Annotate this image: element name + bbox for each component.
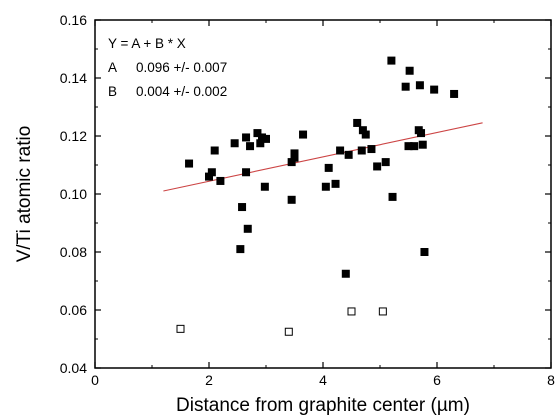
data-point-filled-square [381,158,390,167]
data-point-filled-square [287,158,296,167]
data-point-filled-square [216,176,225,185]
y-tick-label: 0.06 [60,302,87,318]
data-point-filled-square [418,140,427,149]
data-point-filled-square [357,146,366,155]
data-point-filled-square [358,126,367,135]
data-point-filled-square [243,224,252,233]
data-point-filled-square [207,168,216,177]
data-point-filled-square [410,142,419,151]
linear-fit-line [163,122,483,192]
fit-param-a-value: 0.096 +/- 0.007 [136,60,227,75]
data-point-filled-square [353,118,362,127]
x-tick-label: 4 [319,372,327,388]
data-point-filled-square [404,142,413,151]
fit-annotation: Y = A + B * X A 0.096 +/- 0.007 B 0.004 … [108,36,227,99]
y-tick-label: 0.12 [60,128,87,144]
y-tick-label: 0.04 [60,360,87,376]
data-point-filled-square [242,133,251,142]
fit-line-group [163,122,483,192]
data-point-filled-square [242,168,251,177]
fit-param-a-label: A [108,60,117,75]
data-point-filled-square [324,163,333,172]
data-point-filled-square [290,149,299,158]
data-point-filled-square [287,195,296,204]
data-point-filled-square [256,139,265,148]
y-tick-label: 0.08 [60,244,87,260]
data-point-filled-square [331,179,340,188]
data-point-filled-square [430,85,439,94]
data-point-filled-square [373,162,382,171]
data-point-open-square [347,307,356,316]
x-tick-label: 2 [205,372,213,388]
x-tick-label: 6 [433,372,441,388]
data-point-filled-square [417,129,426,138]
data-point-filled-square [238,203,247,212]
data-point-filled-square [367,145,376,154]
data-point-filled-square [341,269,350,278]
data-points [176,56,459,336]
data-point-filled-square [401,82,410,91]
data-point-filled-square [415,81,424,90]
data-point-filled-square [321,182,330,191]
x-tick-label: 0 [91,372,99,388]
data-point-filled-square [299,130,308,139]
data-point-filled-square [450,89,459,98]
data-point-filled-square [361,130,370,139]
data-point-filled-square [185,159,194,168]
data-point-filled-square [290,153,299,162]
x-tick-label: 8 [547,372,555,388]
data-point-filled-square [387,56,396,65]
data-point-filled-square [388,192,397,201]
y-tick-label: 0.10 [60,186,87,202]
data-point-filled-square [420,248,429,256]
data-point-filled-square [210,146,219,155]
data-point-open-square [284,327,293,336]
data-point-filled-square [336,146,345,155]
data-point-filled-square [262,134,270,143]
data-point-filled-square [344,150,353,159]
fit-equation: Y = A + B * X [108,36,186,51]
x-axis-title: Distance from graphite center (µm) [176,395,470,416]
data-point-open-square [176,324,185,333]
y-tick-label: 0.16 [60,12,87,28]
data-point-filled-square [246,142,255,151]
y-axis: 0.04 0.06 0.08 0.10 0.12 0.14 0.16 [60,12,551,376]
y-axis-title: V/Ti atomic ratio [14,126,35,263]
fit-param-b-label: B [108,84,117,99]
data-point-filled-square [260,182,269,191]
data-point-filled-square [230,139,239,148]
data-point-filled-square [405,66,414,75]
fit-param-b-value: 0.004 +/- 0.002 [136,84,227,99]
data-point-filled-square [205,172,213,181]
data-point-filled-square [236,245,245,254]
data-point-filled-square [253,129,262,138]
x-axis: 0 2 4 6 8 [91,20,555,388]
y-tick-label: 0.14 [60,70,87,86]
data-point-open-square [378,307,387,316]
